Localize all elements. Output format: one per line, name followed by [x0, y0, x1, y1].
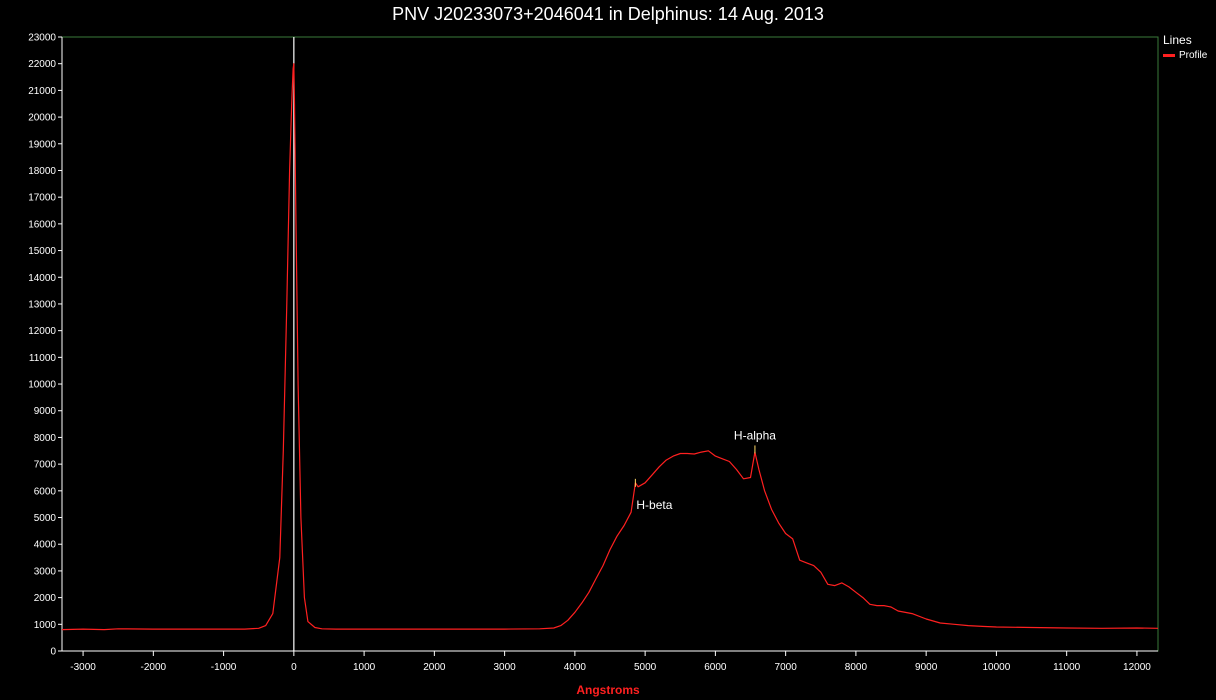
annotation-layer: H-beta H-alpha: [634, 428, 776, 512]
legend-entry-profile: Profile: [1163, 50, 1216, 61]
y-tick-label: 7000: [34, 460, 57, 471]
legend: Lines Profile: [1163, 33, 1216, 61]
y-tick-label: 1000: [34, 620, 57, 631]
y-tick-label: 16000: [28, 219, 56, 230]
legend-swatch: [1163, 54, 1175, 57]
x-tick-label: -2000: [141, 662, 167, 673]
x-tick-label: 2000: [423, 662, 446, 673]
x-tick-label: 6000: [704, 662, 727, 673]
annotation-label-h-alpha: H-alpha: [734, 428, 776, 442]
y-tick-label: 0: [50, 647, 56, 658]
y-tick-label: 18000: [28, 166, 56, 177]
x-tick-label: 12000: [1123, 662, 1151, 673]
y-tick-label: 4000: [34, 540, 57, 551]
y-tick-label: 3000: [34, 566, 57, 577]
x-tick-label: 3000: [493, 662, 516, 673]
x-tick-label: 9000: [915, 662, 938, 673]
y-tick-label: 10000: [28, 380, 56, 391]
plot-frame: [61, 36, 1159, 652]
y-tick-label: 15000: [28, 246, 56, 257]
y-tick-label: 6000: [34, 486, 57, 497]
y-tick-label: 20000: [28, 113, 56, 124]
y-tick-label: 23000: [28, 33, 56, 44]
y-tick-label: 9000: [34, 406, 57, 417]
y-tick-label: 8000: [34, 433, 57, 444]
x-tick-label: 8000: [845, 662, 868, 673]
legend-label: Profile: [1179, 50, 1208, 61]
y-tick-label: 11000: [29, 353, 57, 364]
series-layer: [61, 37, 1159, 651]
x-tick-label: -3000: [70, 662, 96, 673]
y-tick-label: 14000: [28, 273, 56, 284]
x-axis-label: Angstroms: [576, 683, 640, 697]
x-tick-label: 10000: [983, 662, 1011, 673]
x-tick-label: 1000: [353, 662, 376, 673]
x-tick-label: 7000: [775, 662, 798, 673]
x-tick-label: 11000: [1053, 662, 1081, 673]
y-tick-label: 22000: [28, 59, 56, 70]
chart-title: PNV J20233073+2046041 in Delphinus: 14 A…: [392, 4, 824, 24]
x-tick-label: 0: [291, 662, 297, 673]
annotation-label-h-beta: H-beta: [636, 498, 672, 512]
legend-title: Lines: [1163, 33, 1192, 47]
x-tick-label: -1000: [211, 662, 237, 673]
y-tick-label: 19000: [28, 139, 56, 150]
y-tick-label: 12000: [28, 326, 56, 337]
y-tick-label: 17000: [28, 193, 56, 204]
x-tick-label: 4000: [564, 662, 587, 673]
x-axis: -3000 -2000 -1000 0 1000 2000 3000 4000 5000 6000…: [62, 650, 1158, 673]
y-tick-label: 5000: [34, 513, 57, 524]
y-tick-label: 13000: [28, 299, 56, 310]
y-tick-label: 21000: [28, 86, 56, 97]
y-axis: 0 1000 2000 3000 4000 5000 6000 7000 8000 9000 100…: [28, 33, 63, 658]
series-line-profile: [61, 63, 1159, 631]
y-tick-label: 2000: [34, 593, 57, 604]
x-tick-label: 5000: [634, 662, 657, 673]
